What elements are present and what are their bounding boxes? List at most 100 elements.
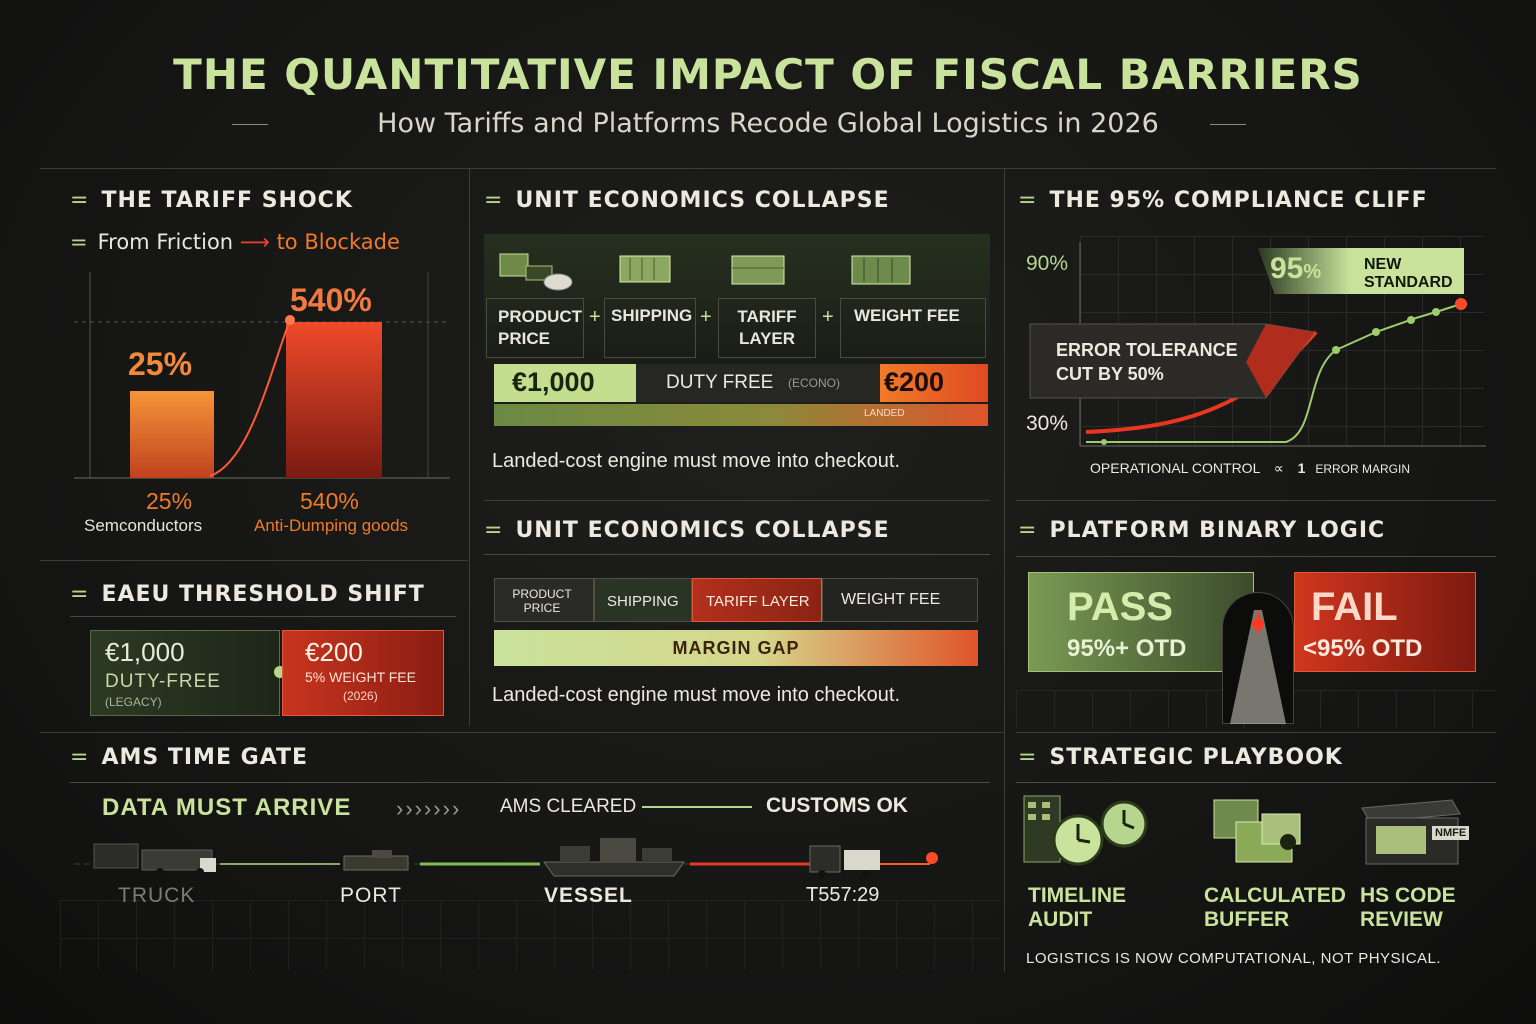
target-dot xyxy=(1455,298,1467,310)
cost-item-product-price xyxy=(486,298,584,358)
unit-econ-duty-free-label: DUTY FREE xyxy=(666,372,774,393)
binary-title: = PLATFORM BINARY LOGIC xyxy=(1018,518,1386,543)
landed-cost-bar: LANDED xyxy=(494,404,988,426)
segment-product-price-label: PRODUCT PRICE xyxy=(512,587,572,615)
section-marker-icon: = xyxy=(70,230,88,254)
peak-dot xyxy=(285,315,295,325)
ams-route xyxy=(74,838,938,878)
section-marker-icon: = xyxy=(70,745,90,770)
compliance-curve xyxy=(1086,303,1462,443)
port-icon xyxy=(343,850,409,871)
tariff-shock-subtitle: = From Friction ⟶ to Blockade xyxy=(70,230,400,254)
bar2-caption-value: 540% xyxy=(300,488,359,514)
section-marker-icon: = xyxy=(484,518,504,543)
eaeu-legacy-sub: (LEGACY) xyxy=(105,695,162,709)
unit-econ-2-title: = UNIT ECONOMICS COLLAPSE xyxy=(484,518,890,543)
tariff-shock-chart xyxy=(74,272,450,479)
weight-container-icon xyxy=(851,255,911,285)
arrow-right-icon: ⟶ xyxy=(239,230,277,254)
stop-timer: T557:29 xyxy=(806,884,880,906)
growth-curve xyxy=(209,319,291,477)
unit-econ-1-title: = UNIT ECONOMICS COLLAPSE xyxy=(484,188,890,213)
cost-item-shipping-label: SHIPPING xyxy=(611,306,693,325)
divider-top xyxy=(40,168,1496,169)
section-marker-icon: = xyxy=(70,188,90,213)
gate-road xyxy=(1230,610,1286,724)
callout-text: ERROR TOLERANCE CUT BY 50% xyxy=(1056,340,1238,384)
playbook-item-timeline: TIMELINE AUDIT xyxy=(1028,884,1126,931)
stop-port: PORT xyxy=(340,884,402,907)
plus-icon: + xyxy=(822,306,834,328)
bar1-caption: Semconductors xyxy=(84,516,203,535)
divider-left-mid xyxy=(40,560,468,561)
cost-item-product-price-label: PRODUCT PRICE xyxy=(498,307,583,348)
cost-item-tariff-layer-label: TARIFF LAYER xyxy=(737,307,797,348)
stop-vessel: VESSEL xyxy=(544,884,633,907)
segment-product-price: PRODUCT PRICE xyxy=(494,578,594,622)
eaeu-legacy-value: €1,000 xyxy=(105,637,185,667)
section-marker-icon: = xyxy=(1018,188,1038,213)
fail-label: FAIL xyxy=(1311,585,1398,629)
customs-ok-label: CUSTOMS OK xyxy=(766,794,908,817)
pass-panel: PASS 95%+ OTD xyxy=(1028,572,1254,672)
plus-icon: + xyxy=(589,306,601,328)
page-title: THE QUANTITATIVE IMPACT OF FISCAL BARRIE… xyxy=(173,50,1363,99)
eaeu-new-label: 5% WEIGHT FEE xyxy=(305,669,416,685)
unit-econ-legacy-value: €1,000 xyxy=(512,367,595,397)
bar1-caption-value: 25% xyxy=(146,488,193,514)
segment-weight-fee-label: WEIGHT FEE xyxy=(841,591,941,608)
eaeu-new-sub: (2026) xyxy=(343,689,378,703)
page-subtitle: How Tariffs and Platforms Recode Global … xyxy=(377,108,1159,139)
buffer-boxes-icon xyxy=(1213,799,1301,863)
eaeu-new-panel: €200 5% WEIGHT FEE (2026) xyxy=(282,630,444,716)
divider-center-mid xyxy=(484,500,990,501)
eaeu-new-value: €200 xyxy=(305,637,363,667)
eaeu-rule xyxy=(70,616,456,617)
ams-title: = AMS TIME GATE xyxy=(70,745,309,770)
pass-label: PASS xyxy=(1067,585,1173,629)
divider-bottom xyxy=(40,732,1004,733)
unit-econ-new-value: €200 xyxy=(884,367,945,397)
divider-right-bottom xyxy=(1016,732,1496,733)
cost-item-tariff-layer xyxy=(718,298,816,358)
compliance-title: = THE 95% COMPLIANCE CLIFF xyxy=(1018,188,1428,213)
section-marker-icon: = xyxy=(1018,745,1038,770)
binary-rule xyxy=(1016,556,1496,557)
hs-code-tag: NMFE xyxy=(1432,826,1470,840)
section-marker-icon: = xyxy=(70,582,90,607)
plus-icon: + xyxy=(700,306,712,328)
y-axis-top-label: 90% xyxy=(1026,252,1069,275)
divider-right-mid xyxy=(1016,500,1496,501)
hs-code-box-icon xyxy=(1361,799,1461,865)
unit-econ-duty-free-cell: DUTY FREE (ECONO) xyxy=(636,364,880,402)
timeline-clock-icon xyxy=(1023,795,1148,866)
eaeu-title: = EAEU THRESHOLD SHIFT xyxy=(70,582,425,607)
unit-econ-2-caption: Landed-cost engine must move into checko… xyxy=(492,684,901,706)
compliance-chart xyxy=(1029,242,1486,447)
bar-anti-dumping xyxy=(286,322,382,478)
playbook-item-buffer: CALCULATED BUFFER xyxy=(1204,884,1346,931)
segment-tariff-layer-label: TARIFF LAYER xyxy=(706,593,810,610)
margin-gap-bar: MARGIN GAP xyxy=(494,630,978,666)
segment-tariff-layer: TARIFF LAYER xyxy=(692,578,822,622)
fail-panel: FAIL <95% OTD xyxy=(1294,572,1476,672)
ams-cleared-rule xyxy=(642,806,752,808)
chevrons-icon: ››››››› xyxy=(396,796,462,821)
cost-item-weight-fee xyxy=(840,298,986,358)
playbook-footer: LOGISTICS IS NOW COMPUTATIONAL, NOT PHYS… xyxy=(1026,950,1442,967)
playbook-title: = STRATEGIC PLAYBOOK xyxy=(1018,745,1343,770)
stop-truck: TRUCK xyxy=(118,884,196,907)
ams-floor-grid xyxy=(60,900,1000,970)
ams-data-label: DATA MUST ARRIVE xyxy=(102,794,352,821)
vessel-icon xyxy=(543,838,685,877)
bar2-caption: Anti-Dumping goods xyxy=(254,516,409,535)
unit-econ-2-rule xyxy=(484,554,990,555)
marker-label: NEW STANDARD xyxy=(1364,256,1453,291)
unit-econ-legacy-cell: €1,000 xyxy=(494,364,636,402)
tariff-shock-title: = THE TARIFF SHOCK xyxy=(70,188,353,213)
new-standard-flag: 95% NEW STANDARD xyxy=(1258,248,1464,294)
tariff-container-icon xyxy=(731,255,785,285)
segment-shipping-label: SHIPPING xyxy=(607,593,679,610)
x-axis-label: OPERATIONAL CONTROL ∝ 1 ERROR MARGIN xyxy=(1090,460,1410,476)
unit-econ-duty-free-tag: (ECONO) xyxy=(788,376,840,390)
